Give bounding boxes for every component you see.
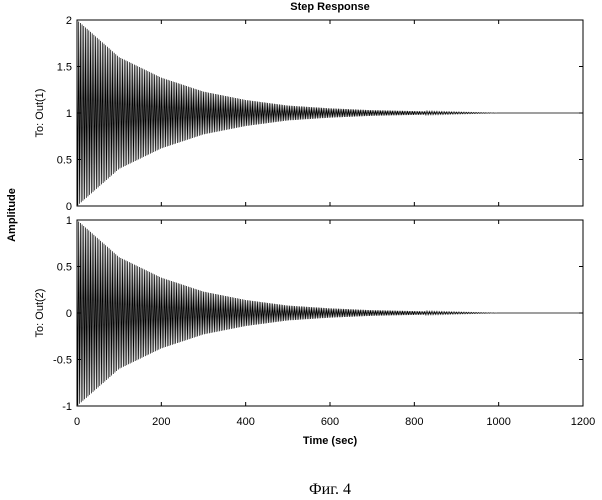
figure-caption: Фиг. 4 <box>309 481 351 498</box>
y-tick-label: 0.5 <box>57 262 72 274</box>
y-tick-label: 1 <box>66 108 72 120</box>
subplot-out2: To: Out(2) -1 -0.5 0 0.5 1 <box>34 215 583 413</box>
y-tick-label: -1 <box>62 401 72 413</box>
subplot-out1-signal <box>77 20 583 205</box>
common-y-axis-label: Amplitude <box>6 188 18 242</box>
y-tick-label: 0 <box>66 308 72 320</box>
y-tick-label: 2 <box>66 15 72 27</box>
series-line-0 <box>77 220 583 405</box>
series-line-0 <box>77 20 583 205</box>
x-tick-label: 0 <box>74 416 80 428</box>
y-tick-label: -0.5 <box>53 355 72 367</box>
chart-title: Step Response <box>290 1 369 13</box>
x-tick-label: 800 <box>405 416 423 428</box>
y-tick-label: 0 <box>66 201 72 213</box>
x-tick-label: 1200 <box>571 416 595 428</box>
x-axis-ticks: 0 200 400 600 800 1000 1200 <box>74 416 595 428</box>
x-tick-label: 400 <box>236 416 254 428</box>
subplot-out2-ylabel: To: Out(2) <box>34 289 46 338</box>
subplot-out1-ylabel: To: Out(1) <box>34 89 46 138</box>
x-tick-label: 1000 <box>486 416 510 428</box>
y-tick-label: 0.5 <box>57 155 72 167</box>
x-tick-label: 600 <box>321 416 339 428</box>
subplot-out2-signal <box>77 220 583 405</box>
subplot-out1: To: Out(1) 0 0.5 1 1.5 2 <box>34 15 583 213</box>
x-tick-label: 200 <box>152 416 170 428</box>
y-tick-label: 1 <box>66 215 72 227</box>
y-tick-label: 1.5 <box>57 62 72 74</box>
x-axis-label: Time (sec) <box>303 435 358 447</box>
